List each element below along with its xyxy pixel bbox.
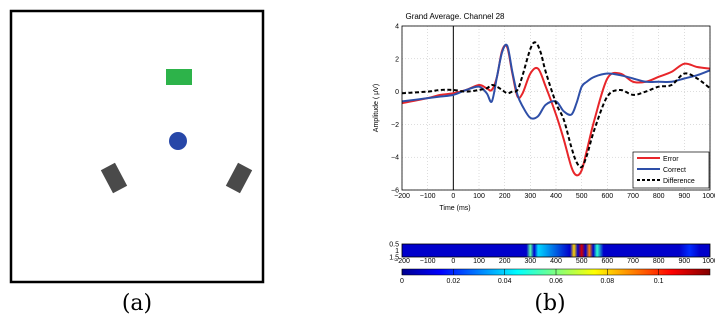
x-tick-label: −200 bbox=[394, 193, 410, 200]
ball-circle bbox=[169, 132, 187, 150]
target-rectangle bbox=[166, 69, 192, 85]
x-tick-label: 100 bbox=[473, 193, 485, 200]
heatmap-x-tick-label: 200 bbox=[499, 258, 511, 265]
legend: Error Correct Difference bbox=[632, 151, 710, 189]
y-axis-label: Amplitude ( μV) bbox=[373, 84, 380, 132]
line-chart-ticks: −200 −100 0 100 200 300 400 500 600 700 800 900 1000… bbox=[391, 24, 715, 201]
panel-b: Grand Average. Channel 28 −200 −100 0 100 20… bbox=[373, 12, 715, 316]
legend-label-error: Error bbox=[663, 156, 679, 163]
chart-title: Grand Average. Channel 28 bbox=[405, 12, 505, 21]
heatmap-cells bbox=[402, 244, 710, 257]
legend-label-difference: Difference bbox=[663, 178, 695, 185]
x-tick-label: 600 bbox=[601, 193, 613, 200]
panel-b-caption: (b) bbox=[534, 291, 565, 316]
heatmap-x-tick-label: 800 bbox=[653, 258, 665, 265]
x-tick-label: 500 bbox=[576, 193, 588, 200]
right-paddle bbox=[225, 162, 253, 194]
y-tick-label: 4 bbox=[395, 24, 399, 31]
x-tick-label: 400 bbox=[550, 193, 562, 200]
colorbar-tick-label: 0.06 bbox=[549, 278, 563, 285]
heatmap-ticks: −200 −100 0 100 200 300 400 500 600 700 800 900 100 0… bbox=[389, 242, 715, 266]
heatmap-y-tick-label: 0.5 bbox=[389, 242, 399, 249]
heatmap-x-tick-label: 600 bbox=[601, 258, 613, 265]
colorbar-tick-label: 0 bbox=[400, 278, 404, 285]
x-tick-label: 300 bbox=[524, 193, 536, 200]
panel-a: (a) bbox=[9, 9, 265, 316]
left-paddle bbox=[100, 162, 128, 194]
x-axis-label: Time (ms) bbox=[439, 205, 470, 212]
x-tick-label: −100 bbox=[420, 193, 436, 200]
y-tick-label: −6 bbox=[391, 188, 399, 195]
heatmap-x-tick-label: 700 bbox=[627, 258, 639, 265]
line-chart-series bbox=[402, 41, 710, 177]
y-tick-label: 2 bbox=[395, 56, 399, 63]
colorbar-tick-label: 0.02 bbox=[447, 278, 461, 285]
y-tick-label: −2 bbox=[391, 122, 399, 129]
x-tick-label: 900 bbox=[678, 193, 690, 200]
colorbar-tick-label: 0.04 bbox=[498, 278, 512, 285]
y-tick-label: −4 bbox=[391, 155, 399, 162]
heatmap-x-tick-label: 900 bbox=[678, 258, 690, 265]
heatmap-frame bbox=[401, 243, 711, 258]
heatmap-x-tick-label: 300 bbox=[524, 258, 536, 265]
x-tick-label: 800 bbox=[653, 193, 665, 200]
series-line-difference bbox=[402, 41, 710, 169]
series-line-error bbox=[402, 44, 710, 177]
line-chart-frame bbox=[401, 25, 711, 191]
y-tick-label: 0 bbox=[395, 89, 399, 96]
heatmap-x-tick-label: 100 bbox=[473, 258, 485, 265]
colorbar-ticks: 0 0.02 0.04 0.06 0.08 0.1 bbox=[400, 269, 664, 285]
heatmap-x-tick-label: 400 bbox=[550, 258, 562, 265]
colorbar-tick-label: 0.1 bbox=[654, 278, 664, 285]
panel-a-caption: (a) bbox=[122, 291, 152, 316]
x-tick-label: 700 bbox=[627, 193, 639, 200]
heatmap-x-tick-label: −200 bbox=[394, 258, 410, 265]
series-line-correct bbox=[402, 43, 710, 120]
heatmap-y-tick-label: 1 bbox=[395, 248, 399, 255]
legend-label-correct: Correct bbox=[663, 167, 686, 174]
heatmap-x-tick-label: 500 bbox=[576, 258, 588, 265]
heatmap-y-tick-label: 1.5 bbox=[389, 255, 399, 262]
panel-a-frame bbox=[9, 9, 265, 284]
heatmap-x-tick-label: −100 bbox=[420, 258, 436, 265]
x-tick-label: 200 bbox=[499, 193, 511, 200]
colorbar-tick-label: 0.08 bbox=[601, 278, 615, 285]
x-tick-label: 0 bbox=[451, 193, 455, 200]
heatmap-x-tick-label: 0 bbox=[451, 258, 455, 265]
